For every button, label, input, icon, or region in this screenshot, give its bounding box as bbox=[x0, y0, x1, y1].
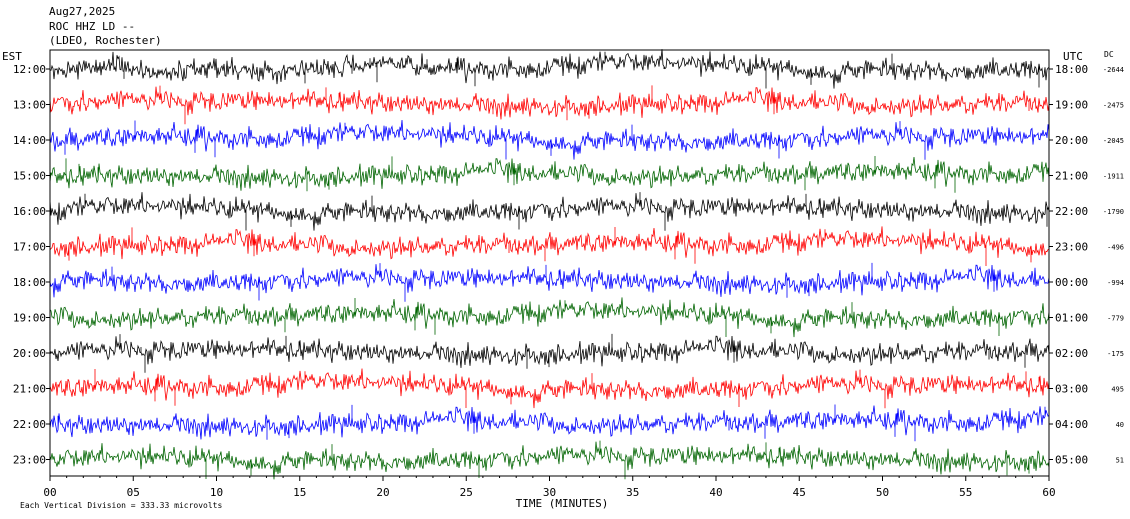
utc-hour-label: 18:00 bbox=[1055, 63, 1088, 76]
header-date: Aug27,2025 bbox=[49, 5, 116, 18]
x-tick-label: 25 bbox=[460, 486, 473, 499]
dc-offset-label: -779 bbox=[1107, 315, 1124, 323]
est-hour-label: 18:00 bbox=[13, 276, 46, 289]
trace-row-2300 bbox=[49, 226, 1050, 266]
dc-offset-label: -1790 bbox=[1103, 208, 1124, 216]
dc-offset-label: -2644 bbox=[1103, 66, 1124, 74]
utc-label: UTC bbox=[1063, 50, 1083, 63]
trace-row-2100 bbox=[49, 156, 1050, 193]
utc-hour-label: 19:00 bbox=[1055, 99, 1088, 112]
trace-row-0200 bbox=[49, 333, 1050, 373]
trace-row-0300 bbox=[49, 368, 1050, 409]
utc-hour-label: 04:00 bbox=[1055, 418, 1088, 431]
dc-offset-label: 51 bbox=[1116, 457, 1124, 465]
header-station: ROC HHZ LD -- bbox=[49, 20, 136, 33]
x-axis-title: TIME (MINUTES) bbox=[516, 497, 609, 510]
x-tick-label: 05 bbox=[127, 486, 140, 499]
x-tick-label: 10 bbox=[210, 486, 223, 499]
x-tick-label: 55 bbox=[959, 486, 972, 499]
trace-row-0000 bbox=[49, 262, 1050, 302]
x-tick-label: 40 bbox=[709, 486, 722, 499]
footer-note: Each Vertical Division = 333.33 microvol… bbox=[20, 501, 222, 510]
est-hour-label: 20:00 bbox=[13, 347, 46, 360]
trace-row-0400 bbox=[49, 404, 1050, 442]
utc-hour-label: 03:00 bbox=[1055, 383, 1088, 396]
x-tick-label: 45 bbox=[793, 486, 806, 499]
trace-row-2200 bbox=[49, 192, 1050, 231]
est-hour-label: 16:00 bbox=[13, 205, 46, 218]
dc-offset-label: -2475 bbox=[1103, 102, 1124, 110]
trace-row-0100 bbox=[49, 297, 1050, 338]
utc-hour-label: 00:00 bbox=[1055, 276, 1088, 289]
dc-offset-label: -175 bbox=[1107, 350, 1124, 358]
traces-layer bbox=[49, 49, 1050, 480]
dc-offset-label: -2045 bbox=[1103, 137, 1124, 145]
est-label: EST bbox=[2, 50, 22, 63]
dc-offset-label: -994 bbox=[1107, 279, 1124, 287]
utc-hour-label: 05:00 bbox=[1055, 454, 1088, 467]
dc-offset-label: 495 bbox=[1111, 386, 1124, 394]
x-tick-label: 50 bbox=[876, 486, 889, 499]
dc-label: DC bbox=[1104, 50, 1114, 59]
header-location: (LDEO, Rochester) bbox=[49, 34, 162, 47]
utc-hour-label: 01:00 bbox=[1055, 312, 1088, 325]
est-hour-label: 15:00 bbox=[13, 170, 46, 183]
x-tick-label: 60 bbox=[1042, 486, 1055, 499]
est-hour-label: 12:00 bbox=[13, 63, 46, 76]
axes-layer: 00 05 10 15 20 25 30 35 40 45 50 55 60 12:00 18:00 -264… bbox=[13, 63, 1124, 499]
est-hour-label: 22:00 bbox=[13, 418, 46, 431]
utc-hour-label: 21:00 bbox=[1055, 170, 1088, 183]
trace-row-0500 bbox=[49, 440, 1050, 480]
utc-hour-label: 20:00 bbox=[1055, 134, 1088, 147]
trace-row-1900 bbox=[49, 85, 1050, 125]
x-tick-label: 00 bbox=[43, 486, 56, 499]
est-hour-label: 17:00 bbox=[13, 241, 46, 254]
x-tick-label: 15 bbox=[293, 486, 306, 499]
est-hour-label: 14:00 bbox=[13, 134, 46, 147]
utc-hour-label: 23:00 bbox=[1055, 241, 1088, 254]
trace-row-1800 bbox=[49, 49, 1050, 89]
dc-offset-label: -496 bbox=[1107, 244, 1124, 252]
utc-hour-label: 02:00 bbox=[1055, 347, 1088, 360]
est-hour-label: 21:00 bbox=[13, 383, 46, 396]
x-tick-label: 35 bbox=[626, 486, 639, 499]
trace-row-2000 bbox=[49, 119, 1050, 160]
x-tick-label: 30 bbox=[543, 486, 556, 499]
dc-offset-label: -1911 bbox=[1103, 173, 1124, 181]
utc-hour-label: 22:00 bbox=[1055, 205, 1088, 218]
est-hour-label: 13:00 bbox=[13, 99, 46, 112]
est-hour-label: 23:00 bbox=[13, 454, 46, 467]
x-tick-label: 20 bbox=[376, 486, 389, 499]
dc-offset-label: 40 bbox=[1116, 421, 1124, 429]
est-hour-label: 19:00 bbox=[13, 312, 46, 325]
